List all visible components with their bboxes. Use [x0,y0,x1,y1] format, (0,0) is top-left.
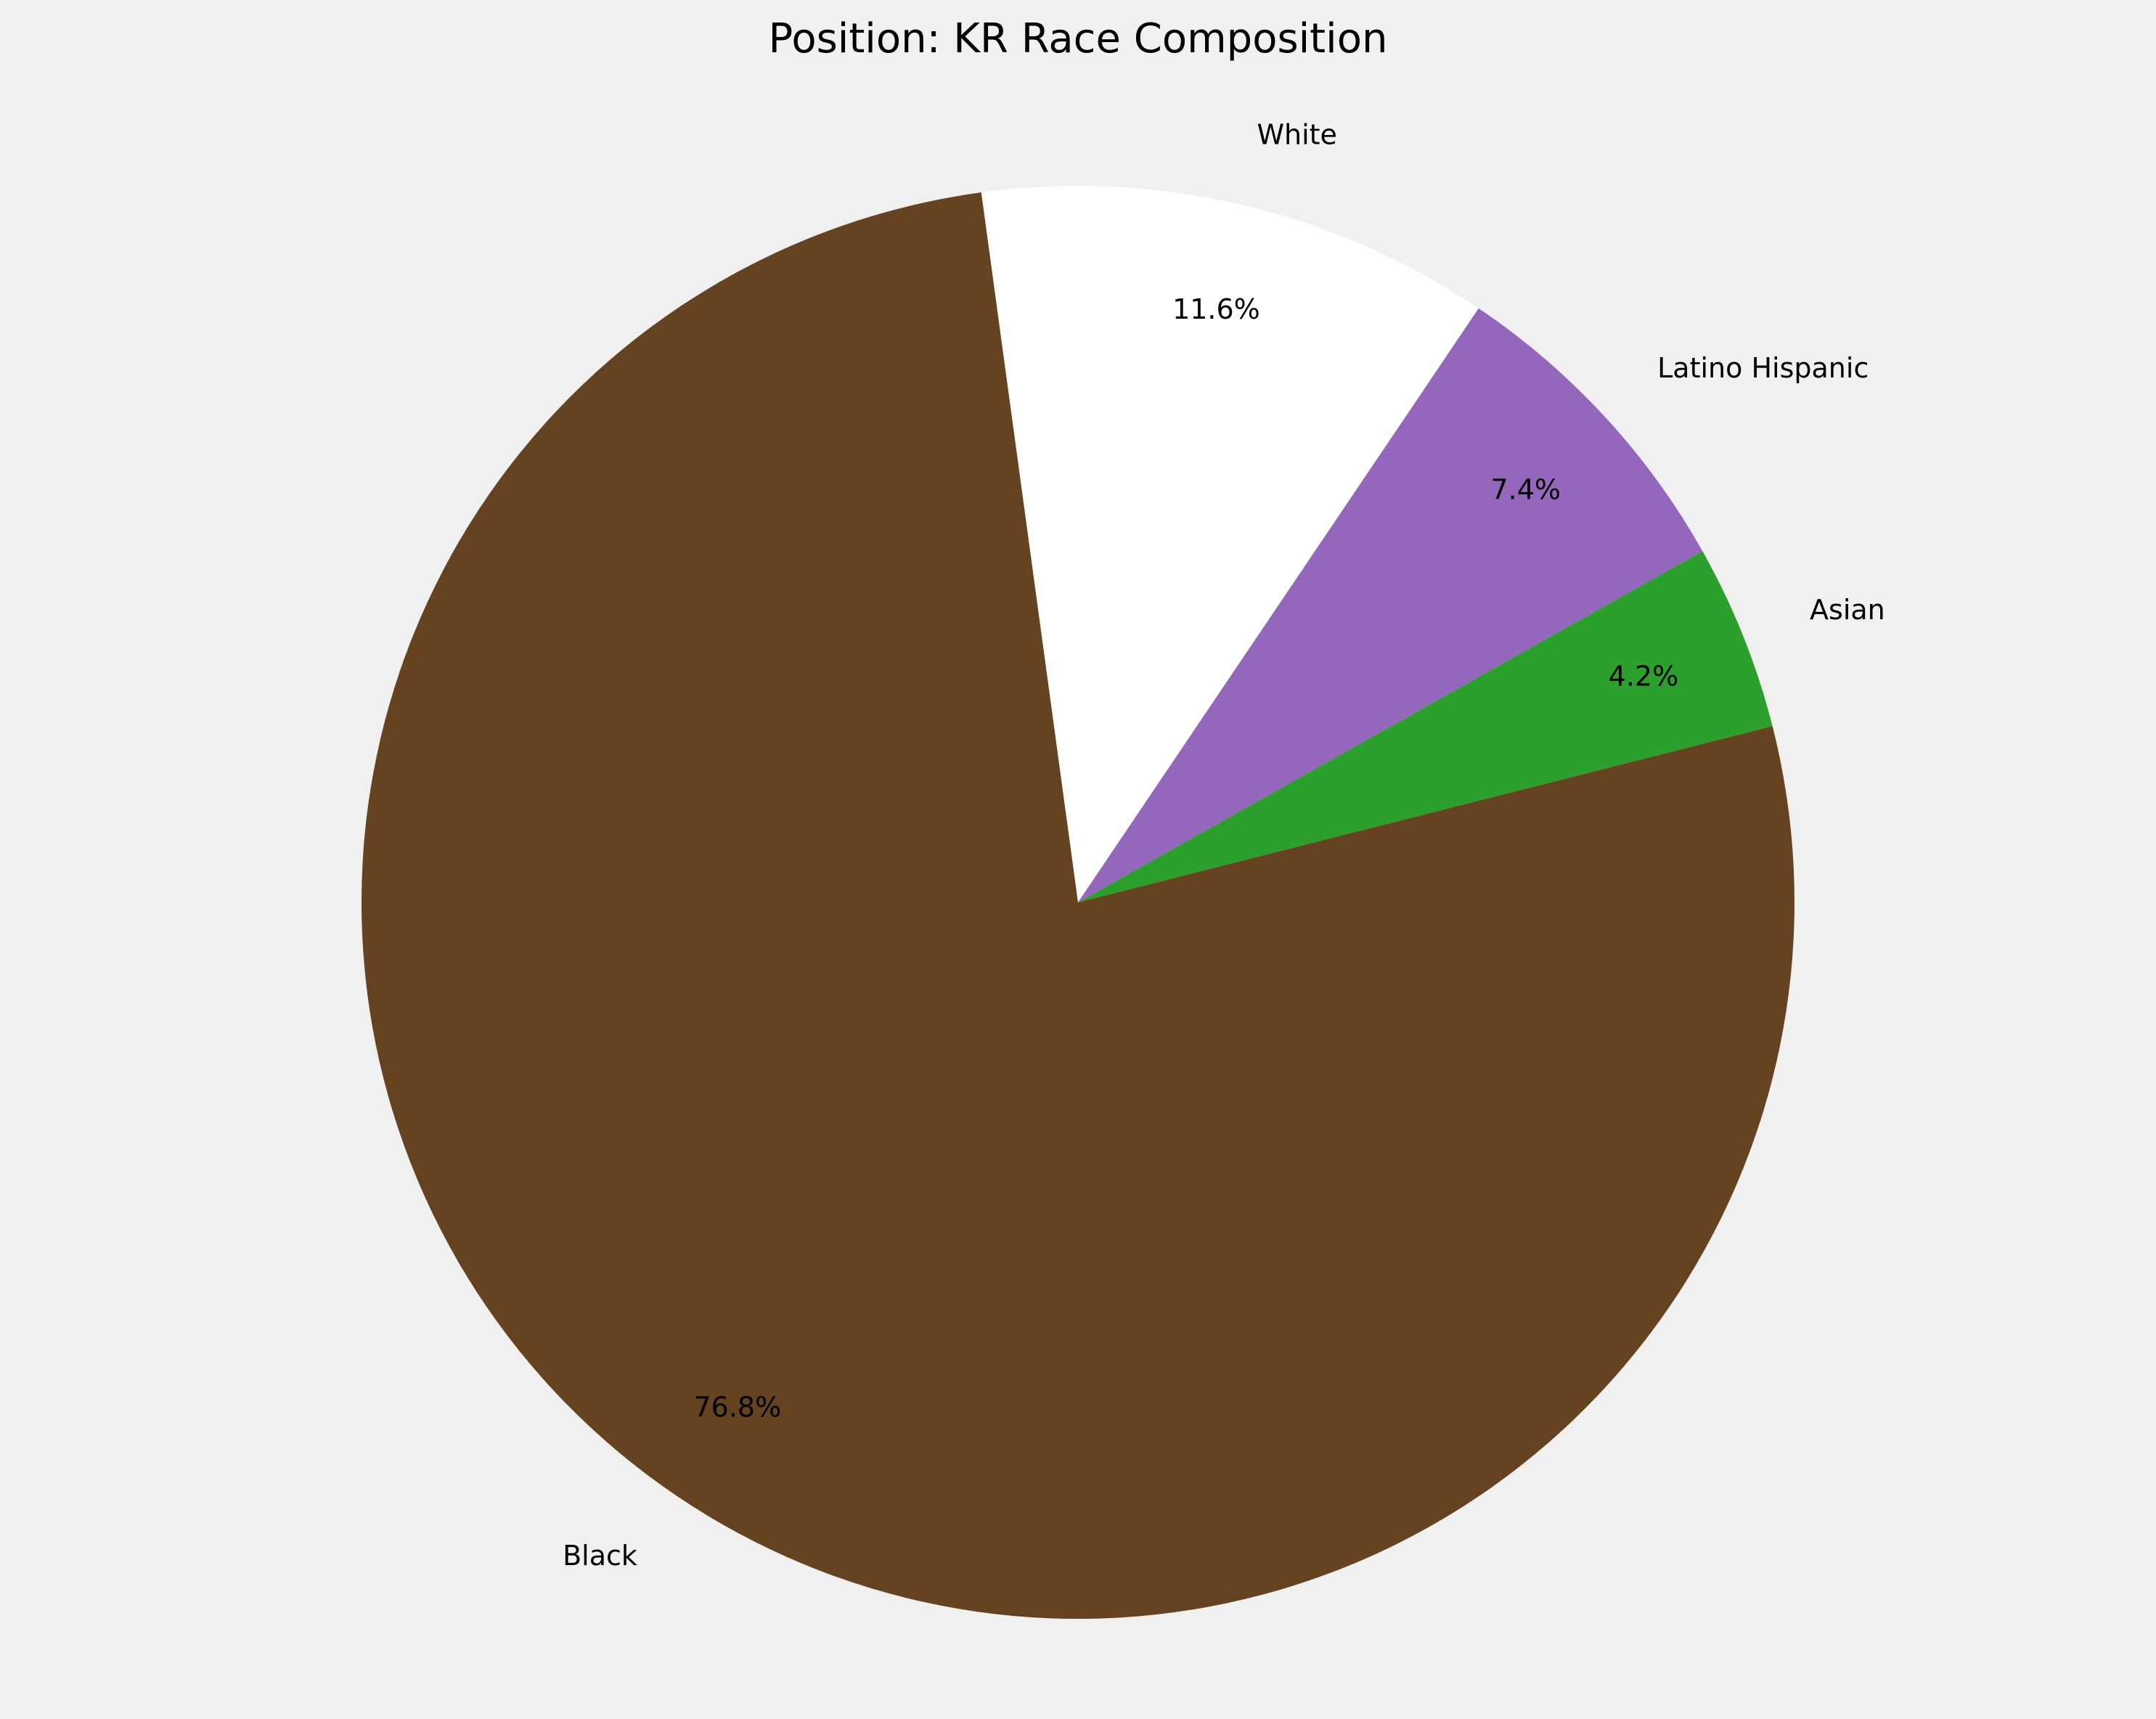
pie-slice-latino-hispanic [1078,308,1703,902]
slice-category-label: White [1257,119,1337,151]
pie-slice-black [362,192,1794,1620]
slice-percent-label: 4.2% [1609,660,1679,692]
slice-category-label: Asian [1810,594,1885,626]
pie-slice-white [981,186,1479,903]
slice-percent-label: 11.6% [1172,293,1260,325]
slice-category-label: Black [563,1540,637,1572]
pie-labels: 11.6% White 76.8% Black 4.2% Asian 7.4% Latino … [563,119,1885,1572]
slice-percent-label: 76.8% [694,1392,782,1424]
pie-slices [362,186,1794,1620]
chart-title: Position: KR Race Composition [769,15,1388,62]
slice-percent-label: 7.4% [1490,473,1561,505]
pie-slice-asian [1078,551,1773,902]
slice-category-label: Latino Hispanic [1657,352,1869,384]
